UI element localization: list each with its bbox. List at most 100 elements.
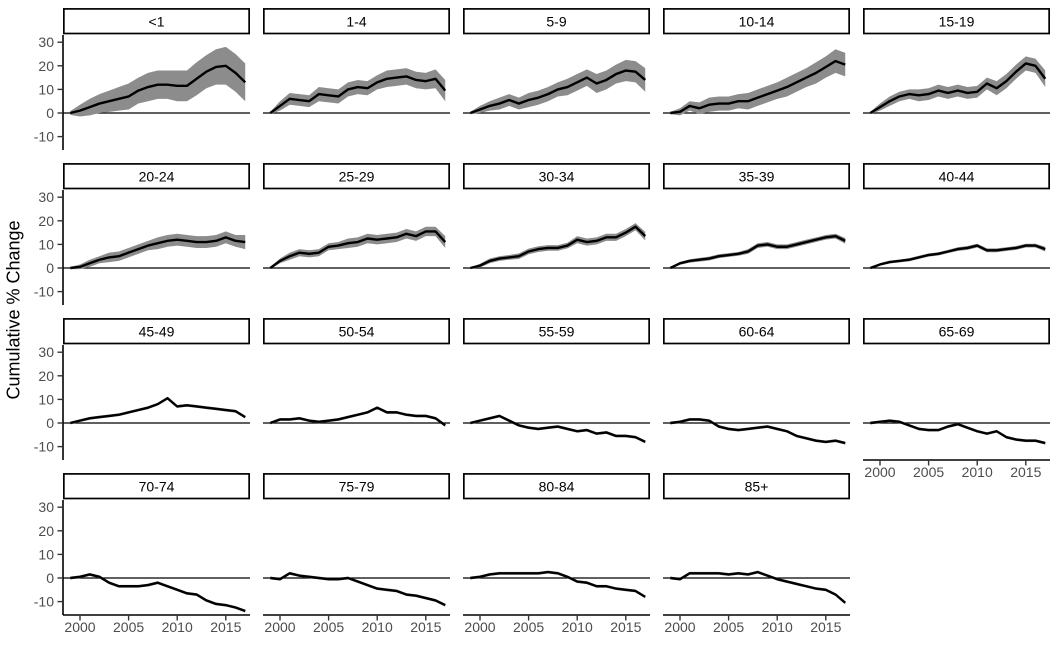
x-tick-label: 2015 [810, 619, 841, 635]
data-line [870, 419, 1046, 445]
x-tick-label: 2000 [864, 464, 895, 480]
confidence-ribbon [670, 570, 846, 605]
y-tick-label: -10 [34, 439, 54, 455]
x-tick-label: 2010 [562, 619, 593, 635]
facet-strip [863, 318, 1051, 345]
facet-panel: 40-44 [863, 163, 1051, 270]
confidence-ribbon [270, 226, 446, 269]
y-tick-label: 0 [46, 260, 54, 276]
facet-strip [63, 163, 251, 190]
confidence-ribbon [270, 571, 446, 607]
data-line [670, 59, 846, 115]
y-tick-label: 20 [38, 368, 54, 384]
confidence-ribbon [670, 49, 846, 116]
facet-strip-label: 25-29 [339, 169, 375, 185]
facet-panel: 60-64 [663, 318, 851, 445]
y-tick-label: 10 [38, 81, 54, 97]
x-tick-label: 2015 [610, 619, 641, 635]
data-line [69, 64, 247, 115]
data-line [269, 230, 447, 269]
facet-panel: 25-29 [263, 163, 451, 269]
y-tick-label: -10 [34, 284, 54, 300]
y-tick-label: 30 [38, 499, 54, 515]
data-line [469, 225, 647, 270]
x-tick-label: 2005 [113, 619, 144, 635]
data-line [869, 62, 1047, 115]
x-tick-label: 2000 [464, 619, 495, 635]
y-tick-label: 0 [46, 570, 54, 586]
y-tick-label: 30 [38, 344, 54, 360]
facet-strip-label: 40-44 [939, 169, 975, 185]
facet-panel: <1 30 20 10 0 -10 [34, 8, 251, 150]
x-tick-label: 2005 [313, 619, 344, 635]
facet-panel: 85+ 2000 2005 2010 2015 [663, 473, 851, 635]
y-tick-label: -10 [34, 129, 54, 145]
y-tick-label: 20 [38, 213, 54, 229]
facet-strip-label: 55-59 [539, 324, 575, 340]
facet-panel: 35-39 [663, 163, 851, 270]
y-tick-label: 0 [46, 415, 54, 431]
data-line [269, 75, 447, 114]
data-line [69, 397, 246, 425]
confidence-ribbon [70, 46, 246, 117]
facet-strip-label: 75-79 [339, 479, 375, 495]
facet-panel: 1-4 [263, 8, 451, 115]
facet-strip-label: 65-69 [939, 324, 975, 340]
facet-panel: 65-69 2000 2005 2010 2015 [863, 318, 1051, 480]
facet-panel: 55-59 [463, 318, 651, 444]
data-line [270, 572, 446, 607]
data-line [469, 414, 646, 443]
facet-strip-label: 85+ [745, 479, 769, 495]
facet-strip-label: 80-84 [539, 479, 575, 495]
y-tick-label: 10 [38, 236, 54, 252]
x-tick-label: 2005 [513, 619, 544, 635]
facet-panel: 45-49 30 20 10 0 -10 [34, 318, 251, 460]
y-tick-label: 0 [46, 105, 54, 121]
facet-strip [263, 8, 451, 35]
x-tick-label: 2010 [762, 619, 793, 635]
facet-panel: 80-84 2000 2005 2010 2015 [463, 473, 651, 635]
data-line [670, 570, 847, 604]
x-tick-label: 2015 [210, 619, 241, 635]
data-line [269, 406, 446, 427]
facet-strip [663, 163, 851, 190]
x-tick-label: 2005 [713, 619, 744, 635]
x-tick-label: 2015 [410, 619, 441, 635]
data-line [470, 570, 646, 598]
facet-strip [463, 8, 651, 35]
facet-panel: 50-54 [263, 318, 451, 427]
confidence-ribbon [470, 223, 646, 269]
confidence-ribbon [470, 59, 646, 115]
facet-strip [463, 473, 651, 500]
facet-strip-label: 1-4 [346, 14, 366, 30]
facet-strip-label: 5-9 [546, 14, 566, 30]
facet-strip [863, 163, 1051, 190]
facet-strip [263, 318, 451, 345]
x-tick-label: 2005 [913, 464, 944, 480]
facet-strip [263, 163, 451, 190]
y-tick-label: -10 [34, 594, 54, 610]
facet-strip-label: 10-14 [739, 14, 775, 30]
facet-strip [463, 163, 651, 190]
confidence-ribbon [70, 573, 246, 613]
x-tick-label: 2000 [664, 619, 695, 635]
y-tick-label: 20 [38, 58, 54, 74]
facet-strip-label: 30-34 [539, 169, 575, 185]
data-line [669, 234, 846, 270]
facet-panel: 75-79 2000 2005 2010 2015 [263, 473, 451, 635]
facet-panel: 10-14 [663, 8, 851, 116]
data-line [70, 573, 246, 613]
x-tick-label: 2010 [162, 619, 193, 635]
facet-strip-label: 35-39 [739, 169, 775, 185]
facet-strip-label: 60-64 [739, 324, 775, 340]
confidence-ribbon [270, 68, 446, 115]
data-line [70, 236, 246, 270]
y-tick-label: 30 [38, 189, 54, 205]
facet-strip-label: 50-54 [339, 324, 375, 340]
data-line [670, 418, 846, 445]
facet-strip [263, 473, 451, 500]
facet-strip-label: 15-19 [939, 14, 975, 30]
